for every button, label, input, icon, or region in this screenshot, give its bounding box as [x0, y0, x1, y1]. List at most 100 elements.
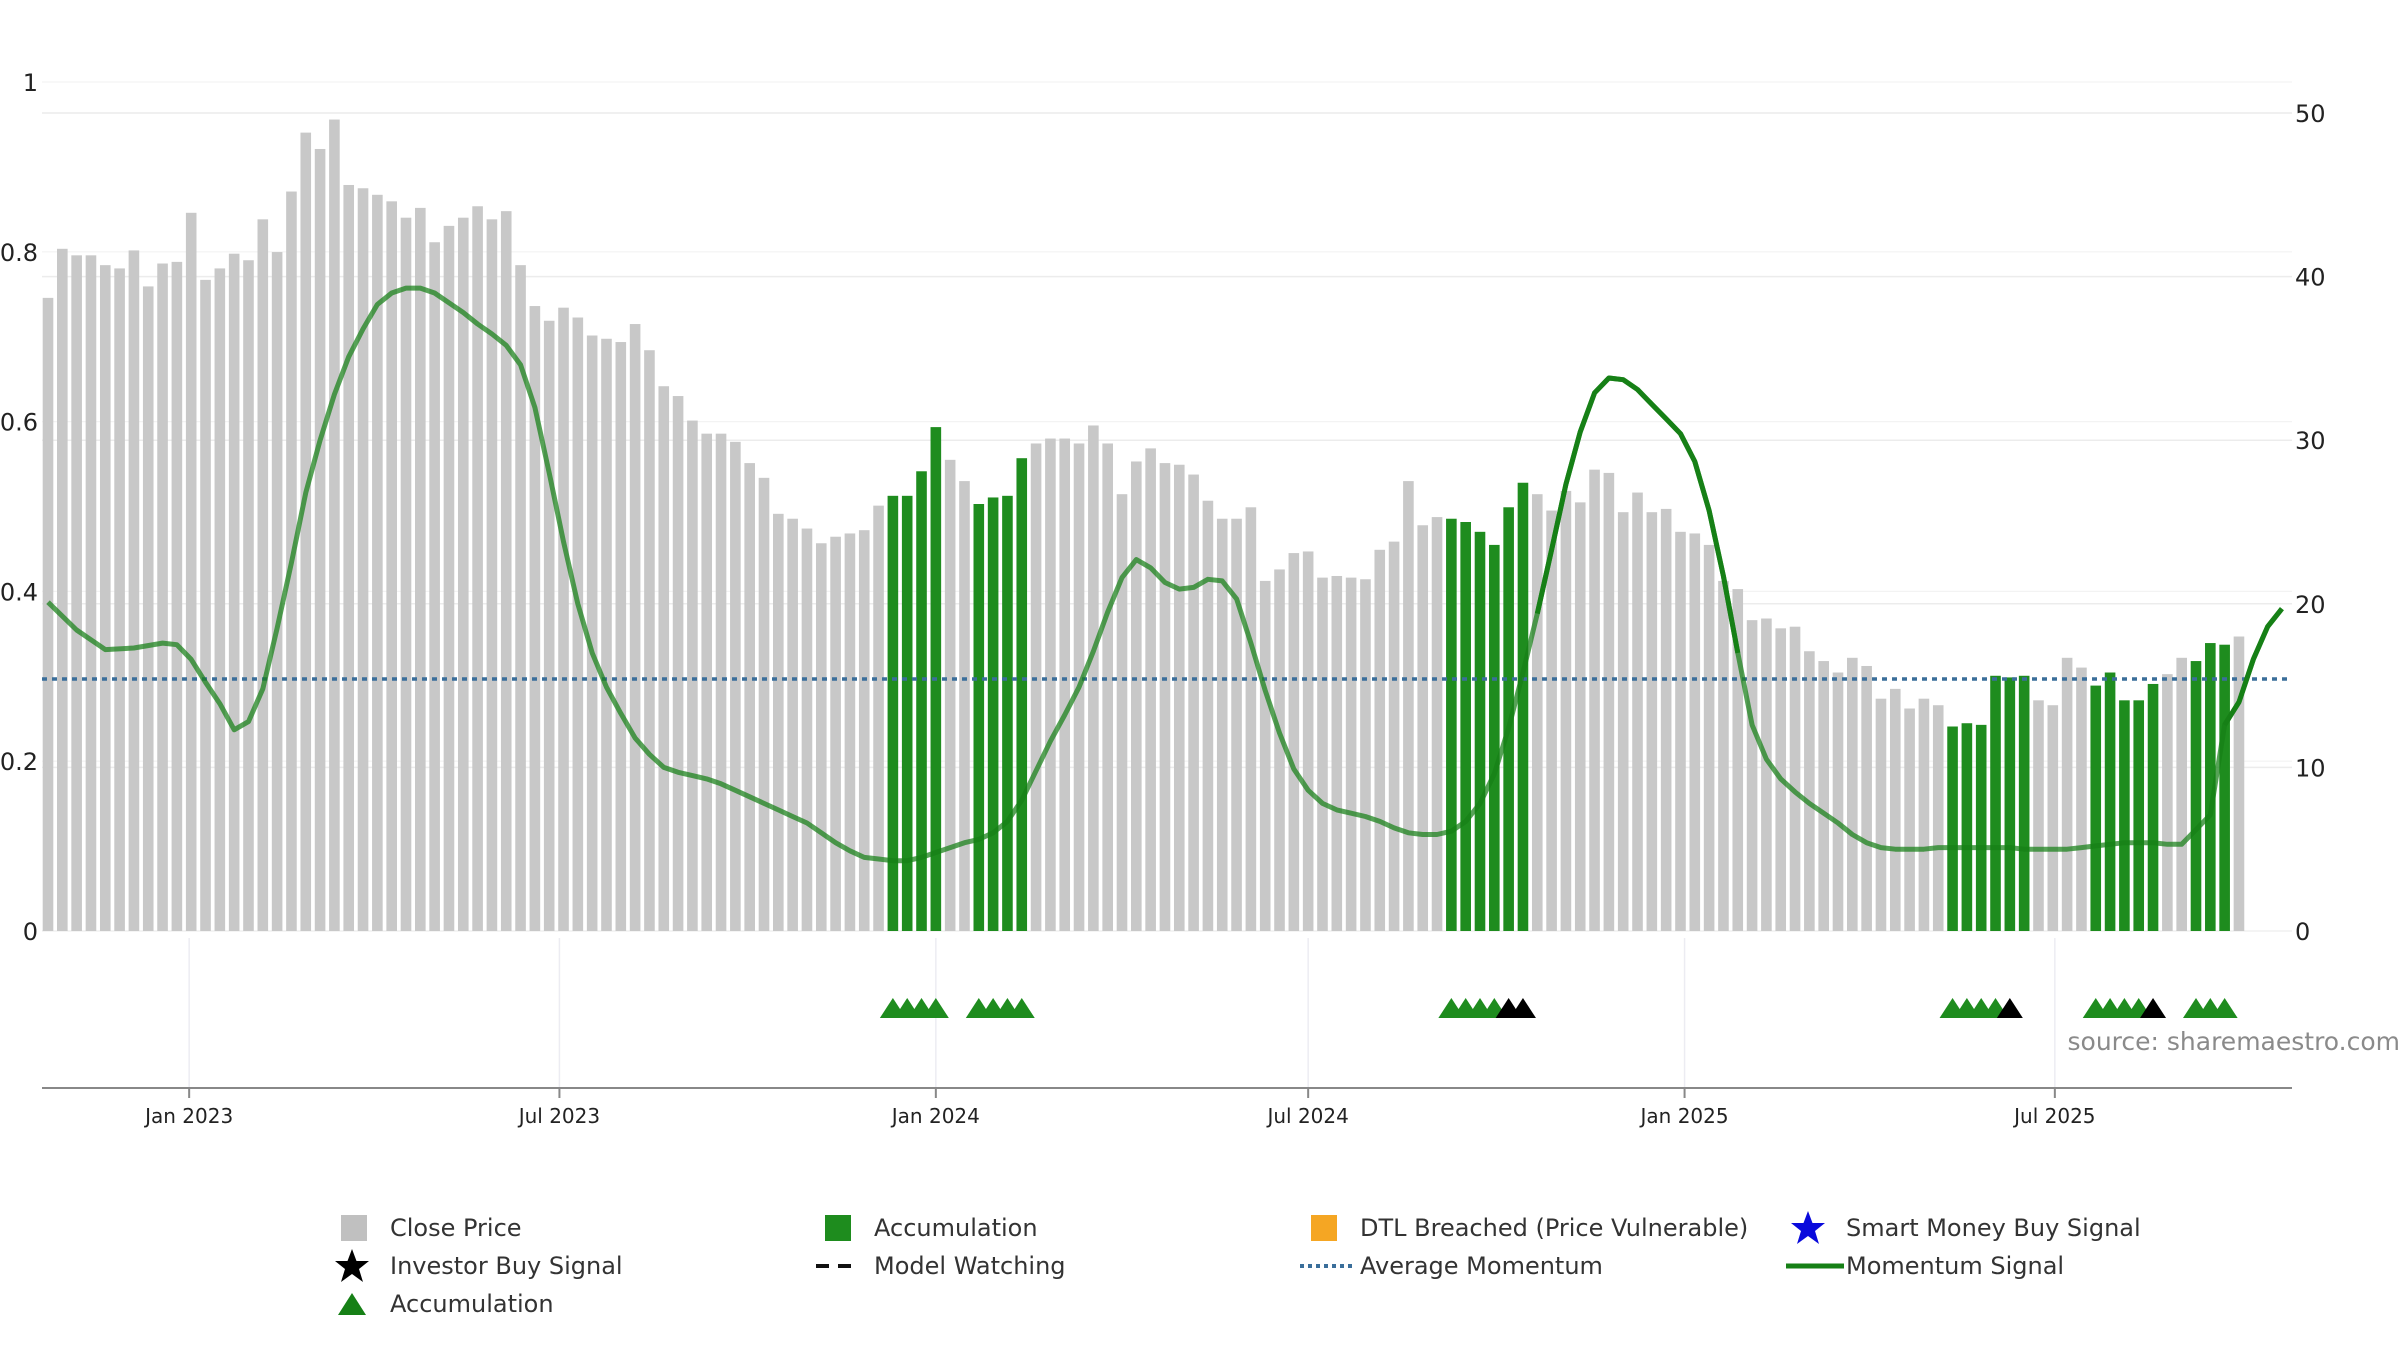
close-price-bar: [830, 536, 841, 931]
accumulation-bar: [2119, 700, 2130, 931]
close-price-bar: [2176, 657, 2187, 931]
close-price-bar: [429, 242, 440, 932]
accumulation-bar: [1489, 544, 1500, 931]
close-price-bar: [1689, 533, 1701, 931]
legend-label: Investor Buy Signal: [390, 1252, 623, 1280]
close-price-bar: [128, 250, 140, 932]
accumulation-marker: [922, 998, 949, 1018]
accumulation-bar: [973, 504, 985, 931]
close-price-bar: [744, 463, 755, 931]
x-tick-label: Jul 2024: [1265, 1104, 1348, 1128]
close-price-bar: [1288, 553, 1300, 931]
close-price-bar: [200, 279, 211, 931]
close-price-bar: [1360, 579, 1371, 931]
close-price-bar: [1417, 525, 1429, 931]
close-price-bar: [243, 260, 254, 931]
close-price-bar: [185, 212, 197, 932]
black-star-icon: [330, 1248, 374, 1284]
close-price-bar: [1045, 438, 1056, 931]
close-price-bar: [1646, 512, 1658, 931]
close-price-bar: [314, 148, 326, 932]
close-price-bar: [42, 297, 54, 931]
close-price-bar: [1574, 502, 1586, 931]
close-price-bar: [701, 433, 713, 931]
accumulation-bar: [916, 471, 927, 931]
close-price-bar: [658, 386, 670, 932]
right-axis-tick-label: 0: [2295, 918, 2310, 946]
legend-item-dtl-breached: DTL Breached (Price Vulnerable): [1300, 1210, 1748, 1246]
accumulation-bar: [1517, 482, 1529, 931]
x-tick-label: Jan 2023: [143, 1104, 233, 1128]
left-axis-tick-label: 0.8: [0, 239, 38, 267]
close-price-bar: [71, 255, 82, 931]
close-price-bar: [486, 219, 498, 932]
close-price-bar: [1889, 688, 1901, 931]
close-price-bar: [1660, 508, 1672, 931]
close-price-bar: [1173, 464, 1185, 931]
momentum-chart: Jan 2023 Jul 2023 Jan 2024 Jul 2024 Jan 2025…: [0, 69, 2400, 1128]
close-price-bar: [1918, 698, 1930, 931]
close-price-bar: [586, 335, 598, 931]
close-price-bar: [500, 211, 512, 931]
momentum-signal-strong-segment: [1534, 375, 1741, 654]
close-price-bar: [443, 225, 455, 931]
investor-buy-marker: [1509, 998, 1536, 1018]
close-price-bar: [844, 533, 856, 931]
close-price-bar: [1102, 443, 1113, 931]
legend-item-smart-money: Smart Money Buy Signal: [1786, 1210, 2141, 1246]
legend-label: Model Watching: [874, 1252, 1066, 1280]
close-price-bar: [2162, 674, 2173, 931]
right-axis-tick-label: 20: [2295, 591, 2326, 619]
accumulation-bar: [1947, 726, 1958, 931]
legend-label: Close Price: [390, 1214, 522, 1242]
close-price-bar: [944, 459, 956, 931]
legend-item-accumulation-marker: Accumulation: [330, 1286, 554, 1322]
close-price-bar: [1675, 531, 1686, 931]
close-price-bar: [57, 248, 68, 932]
close-price-bar: [1202, 500, 1214, 931]
close-price-bar: [214, 268, 226, 931]
close-price-bar: [1546, 510, 1557, 931]
close-price-bar: [629, 324, 641, 931]
close-price-bar: [85, 255, 97, 931]
close-price-bar: [472, 206, 483, 931]
close-price-bar: [1374, 549, 1386, 931]
close-price-bar: [1059, 438, 1071, 931]
close-price-bar: [1617, 512, 1629, 931]
left-axis-tick-label: 0: [23, 918, 38, 946]
legend-label: Momentum Signal: [1846, 1252, 2065, 1280]
momentum-signal-line: [46, 285, 2284, 864]
left-axis-tick-label: 0.2: [0, 748, 38, 776]
close-price-bar: [1145, 448, 1156, 931]
close-price-bar: [1560, 490, 1572, 931]
close-price-bar: [2233, 636, 2245, 931]
close-price-bar: [1259, 580, 1271, 931]
close-price-bar: [1875, 698, 1887, 931]
close-price-bar: [1331, 575, 1343, 931]
legend-item-close-price: Close Price: [330, 1210, 522, 1246]
accumulation-bar: [887, 495, 899, 931]
close-price-bar: [271, 252, 283, 931]
legend-item-model-watching: Model Watching: [814, 1248, 1066, 1284]
dashed-line-icon: [814, 1248, 858, 1284]
close-price-bar: [372, 194, 383, 932]
accumulation-bar: [2190, 661, 2202, 931]
close-price-bar: [959, 481, 970, 931]
momentum-signal-line: [46, 285, 2284, 864]
close-price-bar: [1761, 618, 1772, 931]
close-price-bar: [415, 207, 426, 931]
close-price-bar: [1317, 577, 1328, 931]
right-axis-tick-label: 10: [2295, 754, 2326, 782]
orange-square-icon: [1300, 1210, 1344, 1246]
close-price-bar: [386, 201, 397, 932]
accumulation-bar: [1002, 495, 1013, 931]
close-price-bar: [529, 306, 541, 931]
close-price-bar: [1388, 541, 1400, 931]
close-price-bar: [1718, 580, 1729, 931]
close-price-bar: [730, 441, 741, 931]
close-price-bars: [42, 119, 2245, 932]
close-price-bar: [572, 317, 584, 931]
right-axis-tick-label: 40: [2295, 264, 2326, 292]
close-price-bar: [1131, 461, 1142, 931]
legend-item-accumulation-bar: Accumulation: [814, 1210, 1038, 1246]
